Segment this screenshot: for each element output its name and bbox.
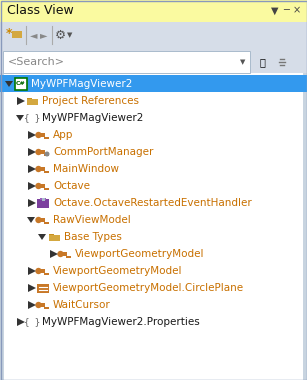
Bar — [66, 256, 68, 258]
Text: Project References: Project References — [42, 96, 139, 106]
Bar — [47, 307, 49, 309]
FancyBboxPatch shape — [37, 283, 49, 293]
Text: ▼: ▼ — [240, 59, 246, 65]
Text: ViewportGeometryModel: ViewportGeometryModel — [53, 266, 182, 276]
Text: MainWindow: MainWindow — [53, 164, 119, 174]
Bar — [27, 98, 32, 100]
Text: ⚙: ⚙ — [54, 28, 66, 41]
Polygon shape — [16, 115, 24, 121]
Text: ▼: ▼ — [271, 5, 279, 16]
Circle shape — [35, 132, 42, 138]
Text: ◄: ◄ — [30, 30, 38, 40]
Text: MyWPFMagViewer2: MyWPFMagViewer2 — [42, 113, 143, 123]
Bar — [44, 222, 46, 224]
Text: ►: ► — [40, 30, 48, 40]
Text: CommPortManager: CommPortManager — [53, 147, 154, 157]
Circle shape — [45, 152, 49, 157]
Bar — [44, 137, 46, 139]
Circle shape — [57, 251, 64, 257]
Bar — [47, 188, 49, 190]
Polygon shape — [5, 81, 13, 87]
Text: ViewportGeometryModel: ViewportGeometryModel — [75, 249, 204, 259]
Text: ×: × — [293, 5, 301, 16]
Bar — [44, 273, 46, 275]
Circle shape — [35, 302, 42, 308]
Bar — [49, 235, 60, 241]
Bar — [44, 188, 46, 190]
Text: Base Types: Base Types — [64, 232, 122, 242]
Polygon shape — [38, 234, 46, 240]
Circle shape — [35, 166, 42, 172]
Bar — [47, 154, 49, 156]
Polygon shape — [17, 318, 25, 326]
Bar — [37, 167, 45, 171]
Bar — [0, 73, 4, 380]
Text: RawViewModel: RawViewModel — [53, 215, 131, 225]
Text: WaitCursor: WaitCursor — [53, 300, 111, 310]
Polygon shape — [50, 250, 58, 258]
Polygon shape — [28, 131, 36, 139]
Bar — [0, 73, 307, 380]
Text: C#: C# — [16, 81, 26, 86]
Polygon shape — [28, 148, 36, 156]
Text: { }: { } — [24, 317, 40, 326]
FancyBboxPatch shape — [3, 51, 250, 73]
Text: <Search>: <Search> — [8, 57, 65, 67]
Text: Octave: Octave — [53, 181, 90, 191]
Polygon shape — [28, 199, 36, 207]
Polygon shape — [28, 301, 36, 309]
Polygon shape — [27, 217, 35, 223]
Bar — [303, 73, 307, 380]
Bar — [47, 137, 49, 139]
Bar — [37, 133, 45, 137]
Bar — [47, 222, 49, 224]
Bar — [37, 150, 45, 154]
Bar — [44, 307, 46, 309]
Bar — [12, 31, 22, 38]
Bar — [47, 273, 49, 275]
Polygon shape — [28, 267, 36, 275]
Text: ─: ─ — [283, 5, 289, 16]
FancyBboxPatch shape — [14, 78, 26, 90]
Bar — [12, 32, 17, 35]
Bar — [37, 269, 45, 273]
Text: ViewportGeometryModel.CirclePlane: ViewportGeometryModel.CirclePlane — [53, 283, 244, 293]
Text: { }: { } — [24, 113, 40, 122]
Circle shape — [35, 268, 42, 274]
Bar — [37, 303, 45, 307]
Bar — [37, 218, 45, 222]
Text: MyWPFMagViewer2: MyWPFMagViewer2 — [31, 79, 132, 89]
Bar — [69, 256, 71, 258]
Bar — [47, 171, 49, 173]
Bar — [0, 0, 307, 22]
Circle shape — [35, 149, 42, 155]
Polygon shape — [28, 284, 36, 292]
FancyBboxPatch shape — [37, 198, 49, 207]
Bar — [37, 184, 45, 188]
Text: App: App — [53, 130, 73, 140]
Text: Class View: Class View — [7, 5, 74, 17]
Bar — [27, 99, 38, 105]
Bar — [40, 198, 46, 200]
Bar — [41, 198, 45, 201]
Bar — [0, 48, 307, 76]
Polygon shape — [28, 165, 36, 173]
Circle shape — [35, 183, 42, 189]
Text: 🔍: 🔍 — [259, 57, 265, 67]
Polygon shape — [28, 182, 36, 190]
Bar — [0, 75, 307, 92]
Bar — [44, 171, 46, 173]
Text: MyWPFMagViewer2.Properties: MyWPFMagViewer2.Properties — [42, 317, 200, 327]
Text: ▼: ▼ — [67, 32, 73, 38]
Polygon shape — [17, 97, 25, 105]
Bar — [44, 154, 46, 156]
Text: *: * — [6, 27, 12, 41]
Bar — [0, 22, 307, 48]
Bar — [60, 252, 67, 256]
Text: Octave.OctaveRestartedEventHandler: Octave.OctaveRestartedEventHandler — [53, 198, 252, 208]
Circle shape — [35, 217, 42, 223]
Bar — [49, 233, 54, 236]
